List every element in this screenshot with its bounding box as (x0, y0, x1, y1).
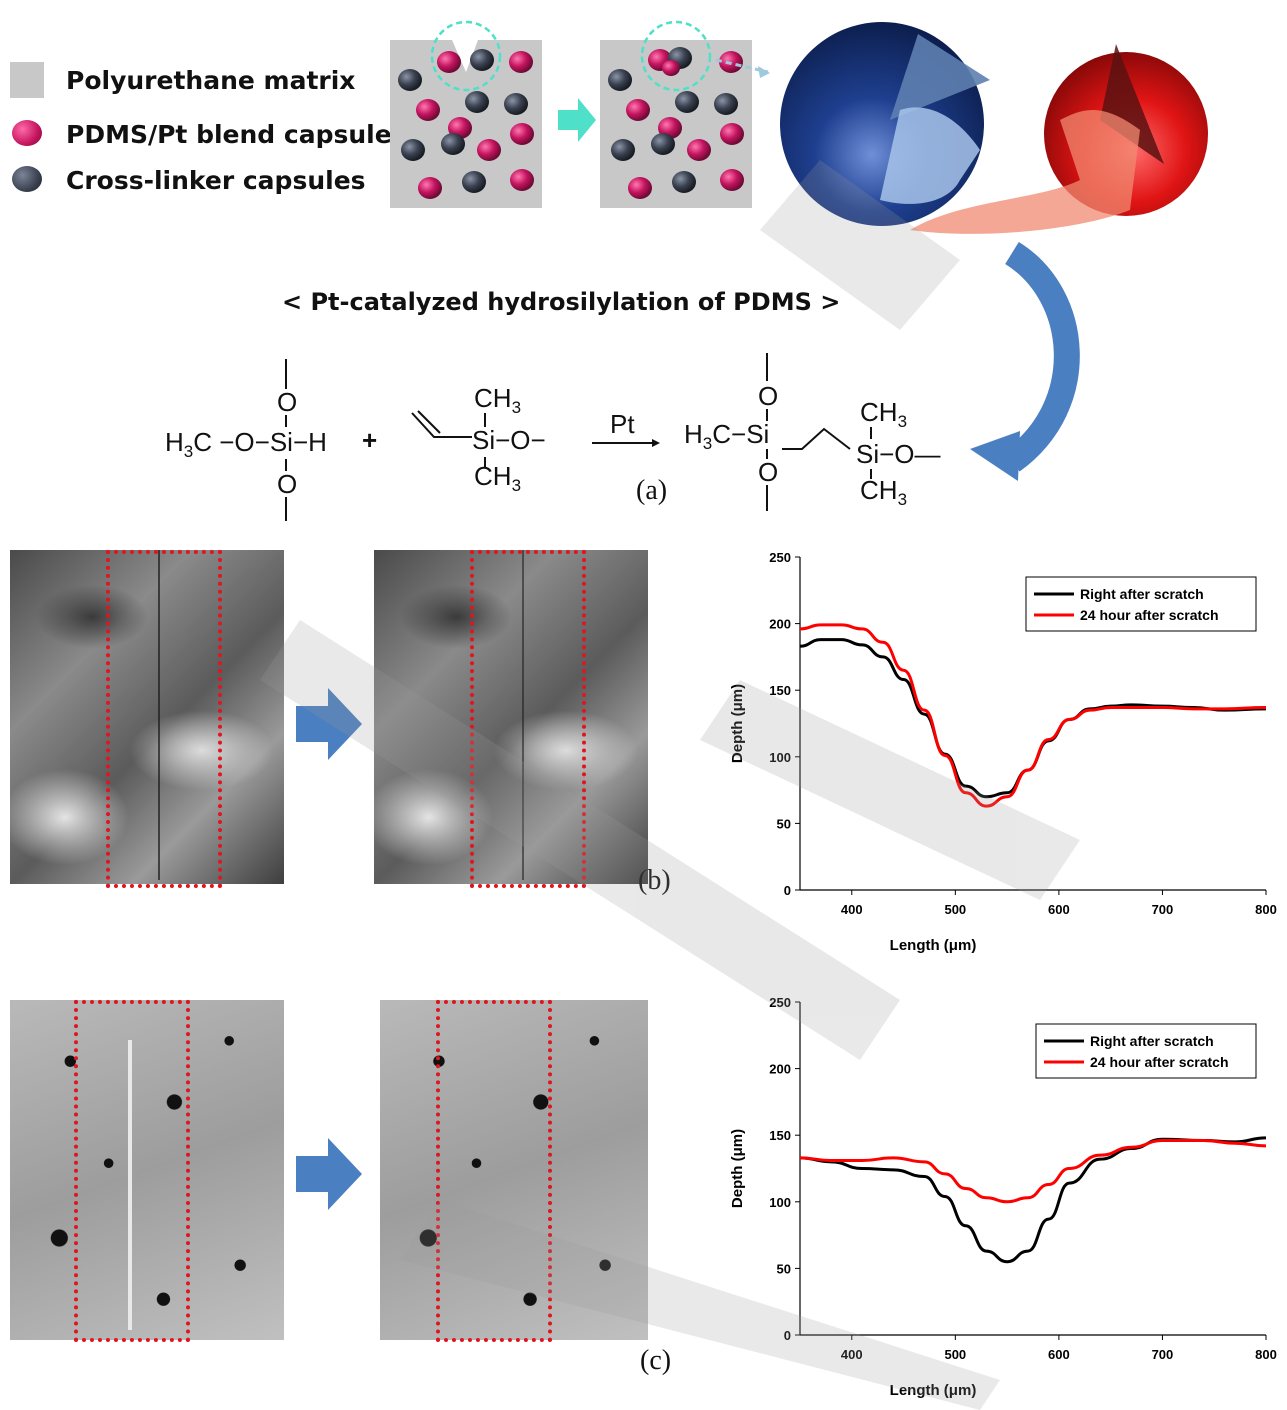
x-axis-title: Length (μm) (890, 1382, 977, 1399)
legend-entry: 24 hour after scratch (1090, 1054, 1229, 1070)
x-tick-label: 700 (1152, 902, 1174, 917)
arrow-icon (296, 1138, 362, 1210)
y-axis-title: Depth (μm) (729, 684, 746, 763)
series-line (799, 638, 1267, 799)
legend-entry: 24 hour after scratch (1080, 607, 1219, 623)
methyl-top: CH3 (474, 383, 522, 418)
product: O H3C−Si O CH3 Si−O— CH3 (684, 345, 964, 525)
y-tick-label: 50 (777, 816, 791, 831)
legend-entry: Right after scratch (1080, 586, 1204, 602)
series-line (799, 1136, 1267, 1264)
methyl-bottom: CH3 (474, 461, 522, 496)
x-tick-label: 400 (841, 1347, 863, 1362)
legend-label: Cross-linker capsules (66, 166, 366, 195)
x-tick-label: 600 (1048, 902, 1070, 917)
depth-profile-chart-c: 0 50 100 150 200 250 400 500 600 700 800 Length (μm… (729, 995, 1277, 1399)
legend-label: PDMS/Pt blend capsules (66, 120, 407, 149)
magenta-capsule-icon (12, 120, 42, 146)
x-axis-title: Length (μm) (890, 937, 977, 954)
y-tick-label: 250 (769, 995, 791, 1010)
gray-square-icon (10, 62, 44, 98)
micrograph-c-before (10, 1000, 284, 1342)
panel-label-c: (c) (640, 1345, 672, 1376)
scheme-title: < Pt-catalyzed hydrosilylation of PDMS > (282, 288, 841, 316)
product-left: H3C−Si (684, 419, 770, 454)
legend-label: Polyurethane matrix (66, 66, 356, 95)
x-tick-label: 700 (1152, 1347, 1174, 1362)
methyl-top: CH3 (860, 397, 908, 432)
x-tick-label: 500 (944, 902, 966, 917)
oxygen-top: O (758, 381, 779, 411)
y-axis-title: Depth (μm) (729, 1129, 746, 1208)
panel-label-a: (a) (636, 475, 668, 506)
methyl-bottom: CH3 (860, 475, 908, 510)
arrow-icon (296, 688, 362, 760)
reactant-1: O H3C −O−Si−H O (165, 345, 355, 525)
legend-item-crosslinker: Cross-linker capsules (8, 162, 408, 202)
crack-notch (452, 40, 478, 72)
oxygen-bottom: O (758, 457, 779, 487)
plus-sign: + (362, 425, 378, 455)
highlight-circle (430, 20, 502, 92)
reactant-1-core: H3C −O−Si−H (165, 427, 327, 462)
product-right: Si−O— (856, 439, 941, 469)
x-tick-label: 500 (944, 1347, 966, 1362)
y-tick-label: 200 (769, 617, 791, 632)
y-tick-label: 250 (769, 550, 791, 565)
y-tick-label: 100 (769, 750, 791, 765)
x-tick-label: 800 (1255, 1347, 1277, 1362)
legend-item-pdms: PDMS/Pt blend capsules (8, 116, 408, 156)
depth-profile-chart-b: 0 50 100 150 200 250 400 500 600 700 800 Length (μm… (729, 550, 1277, 954)
x-tick-label: 600 (1048, 1347, 1070, 1362)
dark-capsule-icon (12, 166, 42, 192)
series-line (799, 623, 1267, 808)
catalyst-label: Pt (610, 409, 635, 439)
oxygen-bottom: O (277, 469, 298, 499)
legend-box (1035, 1023, 1257, 1079)
panel-label-b: (b) (638, 865, 671, 896)
capsules-before (398, 49, 534, 199)
capsules-after (608, 47, 744, 199)
x-tick-label: 800 (1255, 902, 1277, 917)
y-tick-label: 0 (784, 1328, 791, 1343)
curved-arrow-icon (970, 241, 1080, 481)
reactant-2-core: Si−O− (472, 425, 546, 455)
arrow-icon (558, 98, 596, 142)
highlight-circle (640, 20, 712, 92)
legend-box (1025, 576, 1257, 632)
legend-item-matrix: Polyurethane matrix (8, 62, 408, 102)
y-tick-label: 200 (769, 1062, 791, 1077)
y-tick-label: 50 (777, 1261, 791, 1276)
y-tick-label: 150 (769, 1128, 791, 1143)
self-healing-schematic (390, 20, 1208, 234)
reaction-scheme: O H3C −O−Si−H O + CH3 Si−O− CH3 Pt O H3C… (0, 345, 1287, 525)
reaction-arrow-icon (592, 439, 660, 447)
x-tick-label: 400 (841, 902, 863, 917)
series-line (799, 1139, 1267, 1204)
y-tick-label: 150 (769, 683, 791, 698)
micrograph-b-after (374, 550, 648, 888)
y-tick-label: 100 (769, 1195, 791, 1210)
y-tick-label: 0 (784, 883, 791, 898)
reactant-2: CH3 Si−O− CH3 (408, 345, 588, 505)
oxygen-top: O (277, 387, 298, 417)
micrograph-b-before (10, 550, 284, 888)
micrograph-c-after (380, 1000, 648, 1342)
legend-entry: Right after scratch (1090, 1033, 1214, 1049)
